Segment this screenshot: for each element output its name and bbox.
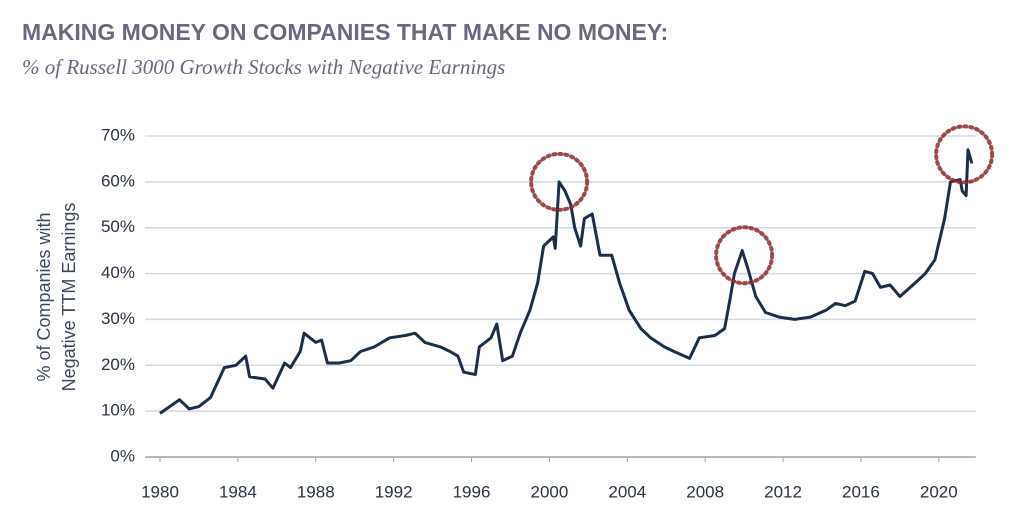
- x-tick-label: 1984: [219, 482, 257, 501]
- x-tick-label: 1992: [375, 482, 413, 501]
- x-tick-label: 1980: [141, 482, 179, 501]
- y-axis-label: Negative TTM Earnings: [59, 203, 79, 392]
- y-tick-label: 20%: [101, 355, 135, 374]
- x-tick-label: 2000: [530, 482, 568, 501]
- x-tick-label: 1996: [453, 482, 491, 501]
- line-series: [159, 148, 974, 415]
- x-tick-label: 2012: [764, 482, 802, 501]
- y-tick-label: 0%: [110, 446, 135, 465]
- y-tick-label: 10%: [101, 401, 135, 420]
- y-tick-label: 30%: [101, 309, 135, 328]
- highlight-circle: [934, 124, 995, 185]
- y-tick-label: 50%: [101, 217, 135, 236]
- highlight-circle: [714, 225, 775, 286]
- y-tick-label: 70%: [101, 125, 135, 144]
- y-axis-label: % of Companies with: [34, 212, 54, 381]
- y-tick-label: 40%: [101, 263, 135, 282]
- x-tick-label: 2008: [686, 482, 724, 501]
- x-tick-label: 2020: [920, 482, 958, 501]
- chart-title: MAKING MONEY ON COMPANIES THAT MAKE NO M…: [22, 19, 668, 45]
- highlight-circle: [529, 151, 590, 212]
- y-tick-label: 60%: [101, 171, 135, 190]
- chart-subtitle: % of Russell 3000 Growth Stocks with Neg…: [22, 55, 505, 79]
- x-tick-label: 1988: [297, 482, 335, 501]
- x-tick-label: 2016: [842, 482, 880, 501]
- x-tick-label: 2004: [608, 482, 646, 501]
